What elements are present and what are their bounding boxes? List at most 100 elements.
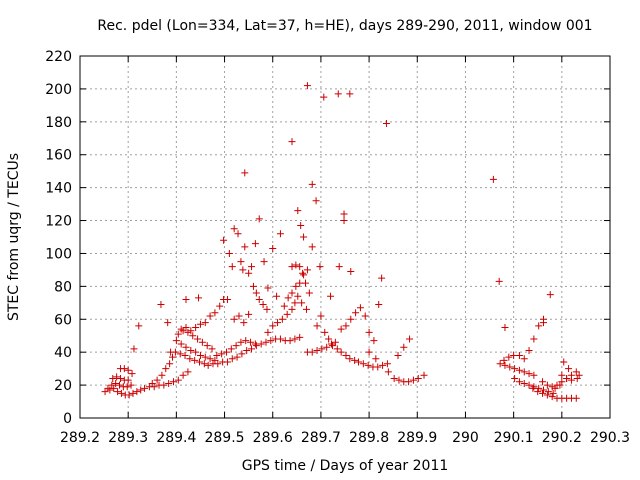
data-point — [529, 384, 537, 392]
x-tick-label: 290 — [452, 430, 479, 446]
x-tick-label: 290.1 — [494, 430, 534, 446]
data-point — [269, 322, 277, 330]
data-point — [278, 315, 286, 323]
data-point — [195, 358, 203, 366]
data-point — [218, 350, 226, 358]
data-point — [572, 368, 580, 376]
y-tick-label: 200 — [45, 82, 72, 98]
data-point — [400, 343, 408, 351]
data-point — [347, 268, 355, 276]
data-point — [264, 284, 272, 292]
data-point — [257, 340, 265, 348]
data-point — [216, 302, 224, 310]
data-point — [544, 388, 552, 396]
data-point — [182, 343, 190, 351]
data-point — [201, 319, 209, 327]
data-point — [551, 384, 559, 392]
data-point — [228, 263, 236, 271]
data-point — [501, 361, 509, 369]
data-point — [495, 277, 503, 285]
data-point — [291, 299, 299, 307]
data-point — [520, 355, 528, 363]
data-point — [414, 375, 422, 383]
data-point — [248, 345, 256, 353]
data-point — [342, 322, 350, 330]
data-point — [300, 233, 308, 241]
data-point — [535, 322, 543, 330]
data-point — [223, 296, 231, 304]
data-point — [337, 348, 345, 356]
data-point — [106, 386, 114, 394]
data-point — [164, 319, 172, 327]
data-point — [124, 366, 132, 374]
data-point — [113, 373, 121, 381]
data-point — [515, 366, 523, 374]
data-point — [333, 345, 341, 353]
data-point — [248, 263, 256, 271]
data-point — [365, 328, 373, 336]
data-point — [575, 371, 583, 379]
data-point — [273, 292, 281, 300]
y-tick-label: 80 — [54, 279, 72, 295]
data-point — [237, 338, 245, 346]
data-point — [230, 225, 238, 233]
data-point — [169, 378, 177, 386]
data-point — [123, 383, 131, 391]
y-tick-label: 180 — [45, 115, 72, 131]
grid-lines — [80, 56, 610, 418]
data-point — [262, 338, 270, 346]
data-point — [157, 300, 165, 308]
data-point — [565, 365, 573, 373]
data-point — [182, 296, 190, 304]
data-point — [334, 90, 342, 98]
data-point — [572, 394, 580, 402]
data-point — [313, 322, 321, 330]
data-point — [384, 368, 392, 376]
data-point — [192, 324, 200, 331]
data-point — [506, 363, 514, 371]
x-tick-label: 289.2 — [60, 430, 100, 446]
data-point — [296, 333, 304, 341]
data-point — [179, 371, 187, 379]
data-point — [573, 375, 581, 383]
data-point — [130, 345, 138, 353]
data-point — [251, 240, 259, 248]
y-tick-label: 20 — [54, 378, 72, 394]
data-point — [196, 320, 204, 328]
data-point — [321, 328, 329, 336]
data-point — [227, 345, 235, 353]
data-point — [300, 271, 308, 279]
data-point — [301, 279, 309, 287]
data-point — [247, 338, 255, 346]
data-point — [223, 358, 231, 366]
data-point — [252, 342, 260, 350]
data-point — [558, 378, 566, 386]
data-point — [187, 347, 195, 355]
data-point — [255, 296, 263, 304]
data-point — [135, 322, 143, 330]
data-point — [294, 292, 302, 300]
data-point — [284, 294, 292, 302]
data-point — [378, 274, 386, 282]
data-point — [372, 355, 380, 363]
data-point — [395, 376, 403, 384]
data-point — [539, 389, 547, 397]
data-point — [117, 389, 125, 397]
data-point — [172, 337, 180, 345]
data-point — [206, 312, 214, 320]
data-point — [184, 368, 192, 376]
data-point — [104, 384, 112, 392]
data-point — [302, 305, 310, 313]
y-tick-label: 120 — [45, 214, 72, 230]
data-point — [525, 381, 533, 389]
data-point — [394, 351, 402, 359]
data-point — [108, 381, 116, 389]
data-point — [181, 351, 189, 359]
x-tick-label: 289.4 — [156, 430, 196, 446]
data-point — [546, 291, 554, 299]
data-point — [128, 370, 136, 378]
x-tick-label: 289.8 — [349, 430, 389, 446]
data-point — [165, 379, 173, 387]
data-point — [359, 360, 367, 368]
data-point — [346, 355, 354, 363]
